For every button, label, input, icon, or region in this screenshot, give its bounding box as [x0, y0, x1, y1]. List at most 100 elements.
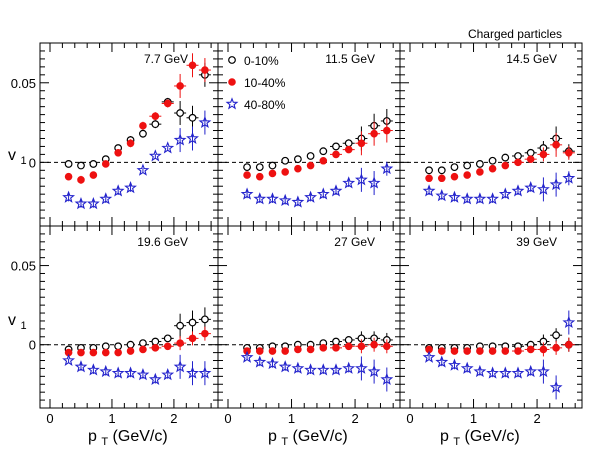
- data-point: [460, 192, 474, 205]
- data-point: [316, 187, 330, 200]
- data-point: [188, 61, 197, 70]
- data-point: [101, 348, 110, 357]
- y-tick-label: 0: [29, 338, 36, 353]
- x-axis-title-unit: (GeV/c): [465, 428, 520, 445]
- data-point: [188, 318, 197, 327]
- data-point: [62, 353, 76, 366]
- data-point: [425, 174, 433, 183]
- data-point: [486, 366, 500, 379]
- legend-marker: [225, 97, 239, 110]
- series: [64, 53, 211, 184]
- x-axis-title-sub: T: [453, 436, 460, 448]
- series: [425, 132, 575, 183]
- data-point: [74, 360, 88, 373]
- data-point: [99, 364, 113, 378]
- x-tick-label: 2: [533, 411, 540, 426]
- data-point: [124, 366, 137, 379]
- data-point: [151, 337, 160, 346]
- data-point: [549, 380, 563, 393]
- data-point: [486, 192, 500, 205]
- data-point: [514, 158, 522, 167]
- x-tick-label: 1: [108, 411, 115, 426]
- x-axis-title-sub: T: [101, 436, 108, 448]
- data-point: [151, 112, 160, 120]
- data-point: [422, 184, 436, 197]
- data-point: [77, 176, 85, 184]
- series: [62, 353, 212, 386]
- data-point: [176, 339, 184, 347]
- data-point: [488, 164, 497, 173]
- data-point: [380, 372, 394, 385]
- x-axis-title-unit: (GeV/c): [293, 428, 348, 445]
- panel-title: 27 GeV: [334, 235, 375, 249]
- y-axis-title-sub: 1: [20, 155, 26, 167]
- panel: 0 1 2 39 GeV: [399, 225, 583, 426]
- data-point: [511, 366, 525, 379]
- data-point: [370, 340, 378, 349]
- data-point: [139, 339, 147, 348]
- panel: 0 1 2 27 GeV: [217, 225, 401, 426]
- data-point: [201, 329, 209, 338]
- series: [243, 108, 393, 172]
- data-point: [332, 150, 340, 159]
- data-point: [304, 190, 318, 203]
- x-axis-title-right: p T (GeV/c): [440, 428, 520, 449]
- data-point: [437, 347, 446, 355]
- data-point: [501, 161, 510, 170]
- series: [64, 62, 211, 170]
- panel-frame: [399, 225, 583, 409]
- data-point: [437, 174, 446, 183]
- data-point: [176, 109, 185, 117]
- data-point: [501, 347, 510, 355]
- panel-frame: [217, 225, 401, 409]
- data-point: [124, 181, 137, 194]
- data-point: [476, 168, 484, 176]
- data-point: [344, 342, 353, 351]
- series: [62, 110, 212, 210]
- data-point: [319, 344, 328, 352]
- data-point: [306, 345, 315, 354]
- panel-title: 7.7 GeV: [144, 52, 188, 66]
- data-point: [126, 347, 135, 355]
- x-axis-title-middle: p T (GeV/c): [268, 428, 348, 449]
- data-point: [255, 163, 264, 172]
- data-point: [383, 126, 391, 135]
- data-point: [111, 184, 125, 197]
- data-point: [354, 361, 368, 374]
- data-point: [253, 355, 267, 368]
- data-point: [136, 163, 150, 176]
- data-point: [278, 360, 292, 373]
- data-point: [64, 160, 73, 168]
- y-tick-label: 0.05: [11, 259, 36, 274]
- data-point: [281, 156, 290, 165]
- data-point: [114, 342, 123, 351]
- data-point: [240, 350, 254, 363]
- data-point: [173, 133, 187, 146]
- data-point: [332, 142, 340, 151]
- data-point: [62, 190, 76, 203]
- series: [243, 331, 393, 352]
- data-point: [460, 361, 474, 374]
- data-point: [186, 366, 199, 379]
- series: [64, 326, 211, 357]
- data-point: [281, 168, 289, 176]
- data-point: [498, 366, 512, 379]
- panel-title: 19.6 GeV: [137, 235, 188, 249]
- data-point: [64, 172, 73, 181]
- data-point: [565, 149, 573, 157]
- data-point: [186, 131, 199, 144]
- x-tick-label: 0: [224, 411, 231, 426]
- legend-label: 10-40%: [244, 76, 286, 90]
- y-axis-title-top: v 1: [8, 147, 27, 167]
- data-point: [268, 347, 277, 355]
- data-point: [255, 172, 264, 181]
- data-point: [488, 156, 497, 165]
- data-point: [448, 358, 461, 371]
- header-text: Charged particles: [468, 27, 562, 41]
- data-point: [306, 152, 315, 160]
- data-point: [101, 160, 110, 168]
- data-point: [114, 149, 122, 157]
- data-point: [99, 192, 113, 205]
- data-point: [539, 150, 548, 159]
